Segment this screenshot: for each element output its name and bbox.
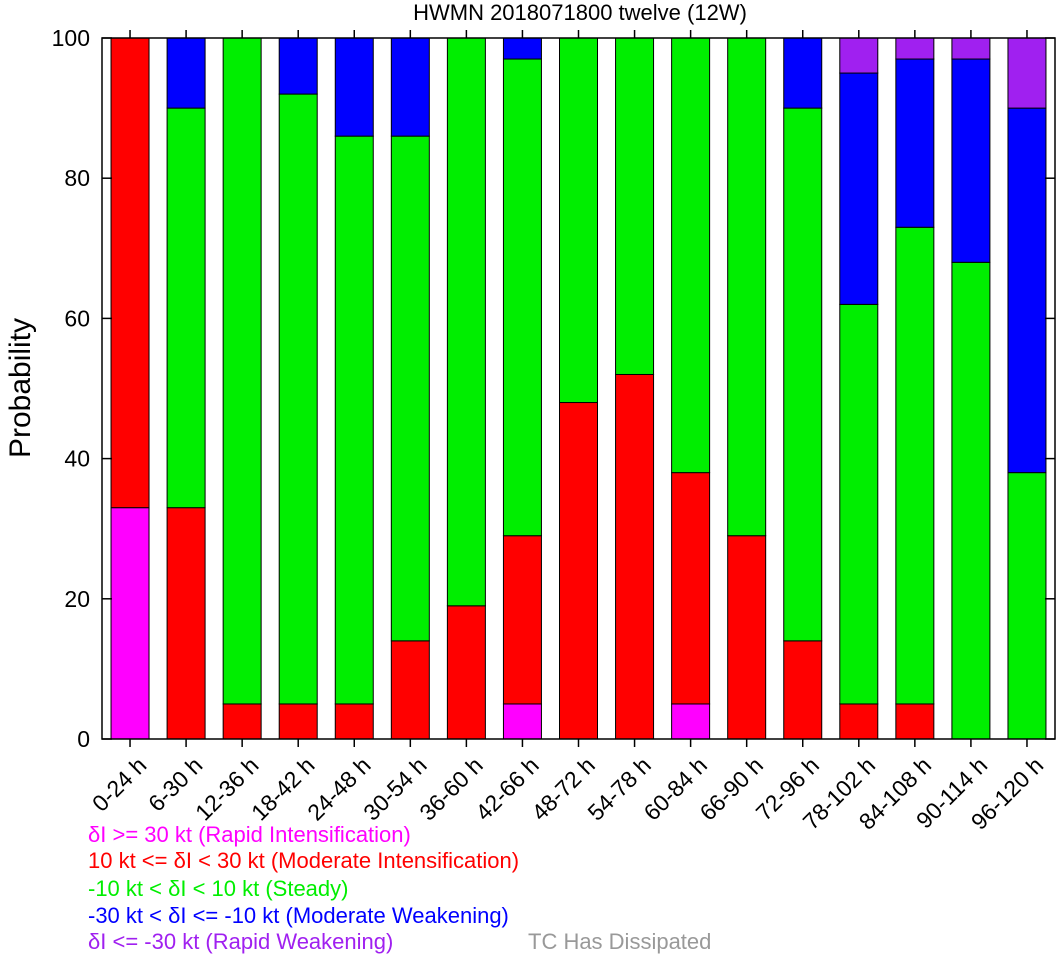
x-tick-label: 0-24 h	[87, 752, 152, 817]
bar-segment-72-96h-s2	[783, 107, 823, 642]
bar-segment-54-78h-s1	[615, 373, 655, 740]
bar-segment-60-84h-s0	[671, 703, 711, 740]
bar-segment-30-54h-s1	[390, 640, 430, 740]
bar-segment-66-90h-s2	[727, 37, 767, 537]
legend-moderate-weakening: -30 kt < δI <= -10 kt (Moderate Weakenin…	[88, 903, 509, 928]
bar-segment-6-30h-s3	[166, 37, 206, 109]
bar-segment-72-96h-s3	[783, 37, 823, 109]
y-tick-label: 0	[77, 726, 90, 752]
legend-dissipated: TC Has Dissipated	[528, 929, 712, 954]
bar-segment-78-102h-s3	[839, 72, 879, 305]
bar-layer	[110, 37, 1047, 740]
y-tick-label: 100	[52, 25, 90, 51]
bar-segment-84-108h-s1	[895, 703, 935, 740]
bar-segment-90-114h-s2	[951, 261, 991, 740]
bar-segment-84-108h-s4	[895, 37, 935, 60]
legend-rapid-intensification: δI >= 30 kt (Rapid Intensification)	[88, 822, 411, 847]
bar-segment-90-114h-s3	[951, 58, 991, 263]
bar-segment-96-120h-s2	[1007, 472, 1047, 740]
bar-segment-24-48h-s2	[334, 135, 374, 705]
plot-frame	[101, 37, 1056, 740]
bar-segment-30-54h-s3	[390, 37, 430, 137]
bar-segment-12-36h-s2	[222, 37, 262, 705]
bar-segment-24-48h-s1	[334, 703, 374, 740]
bar-segment-0-24h-s0	[110, 507, 150, 740]
bar-segment-66-90h-s1	[727, 535, 767, 740]
bar-segment-42-66h-s3	[502, 37, 542, 60]
chart-title: HWMN 2018071800 twelve (12W)	[413, 0, 747, 25]
bar-segment-60-84h-s1	[671, 472, 711, 705]
legend-rapid-weakening: δI <= -30 kt (Rapid Weakening)	[88, 929, 394, 954]
bar-segment-18-42h-s2	[278, 93, 318, 705]
bar-segment-36-60h-s2	[446, 37, 486, 607]
bar-segment-6-30h-s2	[166, 107, 206, 509]
bar-segment-48-72h-s1	[559, 402, 598, 740]
bar-segment-42-66h-s2	[502, 58, 542, 537]
y-tick-label: 60	[64, 305, 90, 331]
bar-segment-96-120h-s4	[1007, 37, 1047, 109]
bar-segment-36-60h-s1	[446, 605, 486, 740]
y-tick-label: 80	[64, 165, 90, 191]
bar-segment-60-84h-s2	[671, 37, 711, 474]
bar-segment-42-66h-s1	[502, 535, 542, 705]
bar-segment-18-42h-s3	[278, 37, 318, 95]
y-tick-label: 40	[64, 446, 90, 472]
bar-segment-0-24h-s1	[110, 37, 150, 509]
bar-segment-72-96h-s1	[783, 640, 823, 740]
legend-moderate-intensification: 10 kt <= δI < 30 kt (Moderate Intensific…	[88, 848, 520, 873]
bar-segment-78-102h-s4	[839, 37, 879, 74]
bar-segment-12-36h-s1	[222, 703, 262, 740]
bar-segment-90-114h-s4	[951, 37, 991, 60]
bar-segment-30-54h-s2	[390, 135, 430, 642]
bar-segment-78-102h-s2	[839, 303, 879, 705]
legend-steady: -10 kt < δI < 10 kt (Steady)	[88, 876, 349, 901]
bar-segment-78-102h-s1	[839, 703, 879, 740]
bar-segment-84-108h-s2	[895, 226, 935, 705]
y-axis-ticks: 0 20 40 60 80 100	[52, 25, 1055, 752]
bar-segment-84-108h-s3	[895, 58, 935, 228]
y-tick-label: 20	[64, 586, 90, 612]
bar-segment-42-66h-s0	[502, 703, 542, 740]
bar-segment-54-78h-s2	[615, 37, 655, 375]
y-axis-label: Probability	[4, 318, 37, 458]
bar-segment-18-42h-s1	[278, 703, 318, 740]
bar-segment-6-30h-s1	[166, 507, 206, 740]
bar-segment-24-48h-s3	[334, 37, 374, 137]
bar-segment-96-120h-s3	[1007, 107, 1047, 474]
bar-segment-48-72h-s2	[559, 37, 598, 404]
